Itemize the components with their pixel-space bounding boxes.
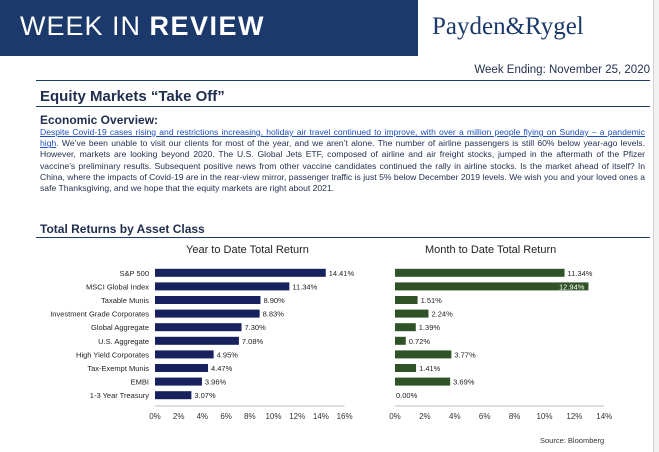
ytd-data-label: 4.47%: [211, 364, 233, 373]
ytd-bar: [155, 336, 239, 345]
mtd-bar: [395, 350, 452, 359]
ytd-data-label: 11.34%: [292, 282, 317, 291]
article-body-text: . We’ve been unable to visit our clients…: [40, 138, 645, 194]
ytd-chart-title: Year to Date Total Return: [186, 244, 309, 256]
ytd-bar: [155, 268, 326, 277]
mtd-tick-label: 0%: [389, 412, 401, 421]
article-body: Despite Covid-19 cases rising and restri…: [40, 127, 645, 194]
ytd-tick-label: 8%: [244, 412, 256, 421]
category-label: High Yield Corporates: [76, 350, 149, 359]
category-label: Investment Grade Corporates: [50, 310, 149, 319]
mtd-data-label: 12.94%: [559, 282, 585, 291]
ytd-tick-label: 16%: [337, 412, 353, 421]
title-regular: WEEK IN: [20, 11, 142, 41]
page-title: WEEK IN REVIEW: [20, 11, 265, 42]
mtd-data-label: 1.51%: [421, 296, 443, 305]
article-headline: Equity Markets “Take Off”: [40, 88, 225, 105]
mtd-bar: [395, 268, 565, 277]
article-subhead: Economic Overview:: [40, 113, 159, 127]
category-label: MSCI Global Index: [86, 282, 149, 291]
ytd-bar: [155, 309, 260, 318]
mtd-data-label: 11.34%: [568, 269, 593, 278]
mtd-data-label: 2.24%: [431, 310, 453, 319]
banner-title-area: WEEK IN REVIEW: [0, 0, 418, 56]
right-frame-edge: [653, 0, 659, 452]
ytd-data-label: 8.90%: [263, 296, 285, 305]
ytd-bar: [155, 350, 214, 359]
category-label: Taxable Munis: [101, 296, 149, 305]
ytd-tick-label: 4%: [197, 412, 209, 421]
mtd-bar: [395, 282, 589, 291]
divider: [36, 80, 650, 81]
mtd-bar: [395, 336, 406, 345]
ytd-data-label: 8.83%: [263, 310, 285, 319]
ytd-bar: [155, 391, 192, 400]
ytd-tick-label: 12%: [289, 412, 305, 421]
category-label: EMBI: [131, 378, 149, 387]
section-title: Total Returns by Asset Class: [40, 222, 205, 236]
ytd-data-label: 7.08%: [242, 337, 264, 346]
mtd-tick-label: 6%: [479, 412, 491, 421]
mtd-data-label: 1.39%: [419, 323, 441, 332]
mtd-data-label: 0.72%: [409, 337, 431, 346]
week-ending-label: Week Ending:: [474, 64, 546, 76]
divider: [36, 106, 650, 107]
mtd-tick-label: 4%: [449, 412, 461, 421]
article-link[interactable]: Despite Covid-19 cases rising and restri…: [40, 127, 645, 149]
mtd-bar: [395, 377, 451, 386]
ytd-data-label: 4.95%: [217, 350, 239, 359]
mtd-data-label: 3.69%: [453, 378, 475, 387]
source-note: Source: Bloomberg: [540, 436, 605, 445]
category-label: 1-3 Year Treasury: [90, 391, 149, 400]
mtd-bar: [395, 309, 429, 318]
category-label: Global Aggregate: [91, 323, 149, 332]
ytd-bar: [155, 296, 261, 304]
mtd-bar: [395, 323, 416, 332]
category-label: U.S. Aggregate: [98, 337, 149, 346]
mtd-tick-label: 2%: [419, 412, 431, 421]
divider: [36, 237, 650, 238]
ytd-bar: [155, 323, 242, 332]
ytd-data-label: 3.96%: [205, 378, 227, 387]
category-label: S&P 500: [120, 269, 149, 278]
mtd-tick-label: 12%: [566, 412, 582, 421]
ytd-tick-label: 2%: [173, 412, 185, 421]
brand-logo: Payden&Rygel: [432, 13, 584, 40]
ytd-data-label: 3.07%: [194, 391, 216, 400]
mtd-data-label: 0.00%: [396, 391, 418, 400]
mtd-tick-label: 14%: [596, 412, 612, 421]
ytd-tick-label: 6%: [220, 412, 232, 421]
mtd-data-label: 3.77%: [454, 350, 476, 359]
mtd-tick-label: 10%: [536, 412, 552, 421]
ytd-bar: [155, 364, 208, 372]
mtd-bar: [395, 296, 418, 304]
ytd-bar: [155, 282, 290, 291]
mtd-bar: [395, 364, 417, 372]
ytd-tick-label: 14%: [313, 412, 329, 421]
week-ending-date: November 25, 2020: [548, 64, 650, 76]
ytd-tick-label: 10%: [265, 412, 281, 421]
title-bold: REVIEW: [149, 11, 266, 41]
header-banner: WEEK IN REVIEW Payden&Rygel: [0, 0, 659, 56]
mtd-tick-label: 8%: [509, 412, 521, 421]
ytd-data-label: 14.41%: [329, 269, 355, 278]
ytd-tick-label: 0%: [149, 412, 161, 421]
mtd-chart-title: Month to Date Total Return: [425, 244, 557, 256]
category-label: Tax-Exempt Munis: [87, 364, 149, 373]
ytd-bar: [155, 377, 202, 386]
ytd-data-label: 7.30%: [245, 323, 267, 332]
week-ending: Week Ending: November 25, 2020: [0, 64, 650, 76]
mtd-data-label: 1.41%: [419, 364, 441, 373]
